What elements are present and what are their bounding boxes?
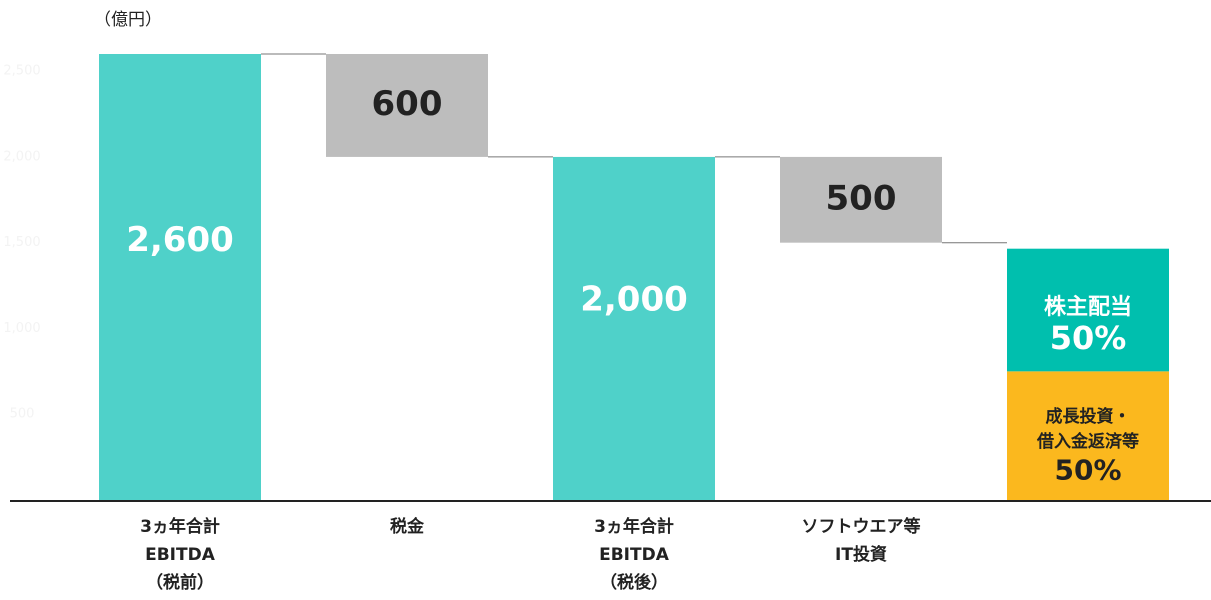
segment-label: 50% [1054,454,1121,487]
bar-segment [1007,248,1169,372]
y-tick-label: 2,500 [3,64,40,79]
x-tick-label: 税金 [390,516,425,537]
x-tick-label: IT投資 [835,544,887,565]
segment-name: 借入金返済等 [1036,431,1139,452]
y-tick-label: 500 [10,407,35,422]
x-tick-label: EBITDA [145,545,216,565]
x-tick-label: ソフトウエア等 [802,516,921,537]
x-tick-label: 3ヵ年合計 [140,516,220,537]
segment-label: 50% [1050,319,1127,357]
segment-name: 成長投資・ [1046,406,1131,427]
value-label: 2,600 [126,220,234,260]
segment-name: 株主配当 [1044,295,1132,320]
x-tick-label: EBITDA [599,545,670,565]
y-tick-label: 2,000 [3,149,40,164]
bar [780,156,942,243]
x-tick-label: （税前） [146,572,214,593]
unit-label: （億円） [94,10,162,30]
x-tick-label: （税後） [600,572,668,593]
value-label: 600 [372,84,443,124]
value-label: 500 [826,178,897,218]
bar-segment [1007,371,1169,500]
y-tick-label: 1,000 [3,321,40,336]
value-label: 2,000 [580,280,688,320]
y-tick-label: 1,500 [3,235,40,250]
bar [99,54,261,500]
x-tick-label: 3ヵ年合計 [594,516,674,537]
bar [326,54,488,157]
bar [553,156,715,500]
